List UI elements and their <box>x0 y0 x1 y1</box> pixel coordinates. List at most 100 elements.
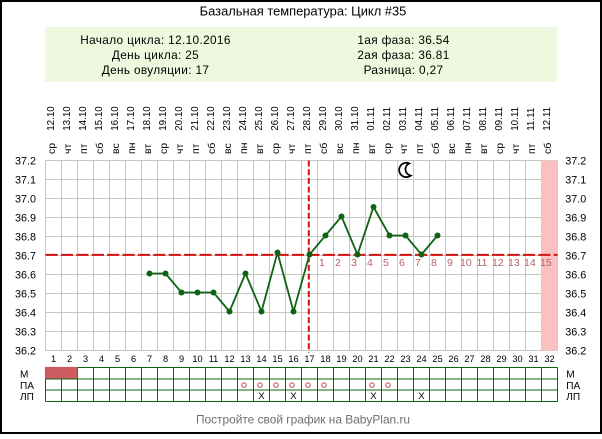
svg-text:X: X <box>290 391 297 402</box>
svg-text:36.2: 36.2 <box>15 346 36 358</box>
svg-text:6: 6 <box>131 354 136 364</box>
svg-text:21: 21 <box>368 354 378 364</box>
svg-text:4: 4 <box>367 257 373 269</box>
svg-text:3: 3 <box>83 354 88 364</box>
svg-text:31: 31 <box>528 354 538 364</box>
svg-text:пт: пт <box>302 143 314 154</box>
svg-text:27: 27 <box>464 354 474 364</box>
svg-text:09.11: 09.11 <box>494 107 505 131</box>
svg-text:сб: сб <box>318 143 330 154</box>
svg-text:13: 13 <box>240 354 250 364</box>
svg-text:36.5: 36.5 <box>15 289 36 301</box>
svg-text:сб: сб <box>94 143 106 154</box>
svg-text:22: 22 <box>384 354 394 364</box>
svg-text:чт: чт <box>510 144 522 154</box>
svg-text:чт: чт <box>398 144 410 154</box>
svg-text:19: 19 <box>336 354 346 364</box>
svg-text:12: 12 <box>224 354 234 364</box>
svg-text:3: 3 <box>351 257 357 269</box>
svg-text:чт: чт <box>174 144 186 154</box>
svg-text:8: 8 <box>163 354 168 364</box>
svg-text:вс: вс <box>334 143 346 154</box>
svg-text:ЛП: ЛП <box>20 392 34 403</box>
svg-text:24: 24 <box>416 354 426 364</box>
svg-text:36.2: 36.2 <box>565 346 586 358</box>
svg-text:10.11: 10.11 <box>510 107 521 131</box>
svg-text:37.1: 37.1 <box>15 175 36 187</box>
svg-text:Базальная температура: Цикл #3: Базальная температура: Цикл #35 <box>200 3 407 18</box>
svg-text:ПА: ПА <box>566 381 580 392</box>
svg-text:9: 9 <box>179 354 184 364</box>
svg-text:28: 28 <box>480 354 490 364</box>
svg-text:Разница: 0,27: Разница: 0,27 <box>364 63 444 77</box>
svg-text:вс: вс <box>222 143 234 154</box>
svg-text:13: 13 <box>508 257 520 269</box>
svg-text:15: 15 <box>540 257 552 269</box>
svg-text:вт: вт <box>478 144 490 154</box>
svg-text:20: 20 <box>352 354 362 364</box>
svg-text:28.10: 28.10 <box>302 106 313 131</box>
svg-text:пн: пн <box>350 142 362 154</box>
svg-text:25.10: 25.10 <box>254 106 265 131</box>
svg-text:36.6: 36.6 <box>565 270 586 282</box>
svg-text:1: 1 <box>319 257 325 269</box>
svg-text:36.4: 36.4 <box>15 308 36 320</box>
svg-text:17: 17 <box>304 354 314 364</box>
svg-text:11.11: 11.11 <box>526 108 537 131</box>
svg-text:29: 29 <box>496 354 506 364</box>
svg-text:15.10: 15.10 <box>94 106 105 131</box>
svg-text:День цикла: 25: День цикла: 25 <box>112 48 199 62</box>
svg-text:11: 11 <box>209 354 219 364</box>
svg-text:пт: пт <box>190 143 202 154</box>
svg-text:М: М <box>566 369 574 380</box>
svg-text:18.10: 18.10 <box>142 106 153 131</box>
svg-text:пн: пн <box>238 142 250 154</box>
svg-text:5: 5 <box>383 257 389 269</box>
svg-text:26: 26 <box>448 354 458 364</box>
svg-text:14.10: 14.10 <box>78 106 89 131</box>
svg-text:сб: сб <box>206 143 218 154</box>
svg-text:чт: чт <box>286 144 298 154</box>
svg-text:30: 30 <box>512 354 522 364</box>
svg-text:16.10: 16.10 <box>110 106 121 131</box>
svg-text:ЛП: ЛП <box>566 392 580 403</box>
svg-text:2: 2 <box>335 257 341 269</box>
svg-text:36.7: 36.7 <box>565 251 586 263</box>
svg-text:6: 6 <box>399 257 405 269</box>
svg-text:19.10: 19.10 <box>158 106 169 131</box>
svg-text:7: 7 <box>147 354 152 364</box>
svg-text:14: 14 <box>256 354 266 364</box>
svg-text:04.11: 04.11 <box>414 107 425 131</box>
svg-text:13.10: 13.10 <box>62 106 73 131</box>
svg-text:сб: сб <box>430 143 442 154</box>
svg-text:4: 4 <box>99 354 104 364</box>
svg-text:чт: чт <box>62 144 74 154</box>
svg-text:36.6: 36.6 <box>15 270 36 282</box>
svg-text:М: М <box>20 369 28 380</box>
svg-text:X: X <box>418 391 425 402</box>
svg-text:23.10: 23.10 <box>222 106 233 131</box>
svg-text:23: 23 <box>400 354 410 364</box>
svg-text:2: 2 <box>67 354 72 364</box>
svg-text:37.2: 37.2 <box>15 156 36 168</box>
svg-text:2ая фаза: 36.81: 2ая фаза: 36.81 <box>357 48 449 62</box>
svg-text:05.11: 05.11 <box>430 107 441 131</box>
svg-text:сб: сб <box>542 143 554 154</box>
svg-text:пт: пт <box>526 143 538 154</box>
svg-text:32: 32 <box>544 354 554 364</box>
svg-text:36.4: 36.4 <box>565 308 586 320</box>
svg-text:1ая фаза: 36.54: 1ая фаза: 36.54 <box>357 33 449 47</box>
svg-text:10: 10 <box>192 354 202 364</box>
svg-text:X: X <box>370 391 377 402</box>
svg-text:26.10: 26.10 <box>270 106 281 131</box>
svg-text:36.5: 36.5 <box>565 289 586 301</box>
svg-text:20.10: 20.10 <box>174 106 185 131</box>
svg-text:пн: пн <box>462 142 474 154</box>
svg-text:03.11: 03.11 <box>398 107 409 131</box>
svg-text:12.11: 12.11 <box>542 107 553 131</box>
svg-text:5: 5 <box>115 354 120 364</box>
svg-text:36.7: 36.7 <box>15 251 36 263</box>
svg-text:08.11: 08.11 <box>478 107 489 131</box>
svg-text:37.0: 37.0 <box>565 194 586 206</box>
svg-text:9: 9 <box>447 257 453 269</box>
